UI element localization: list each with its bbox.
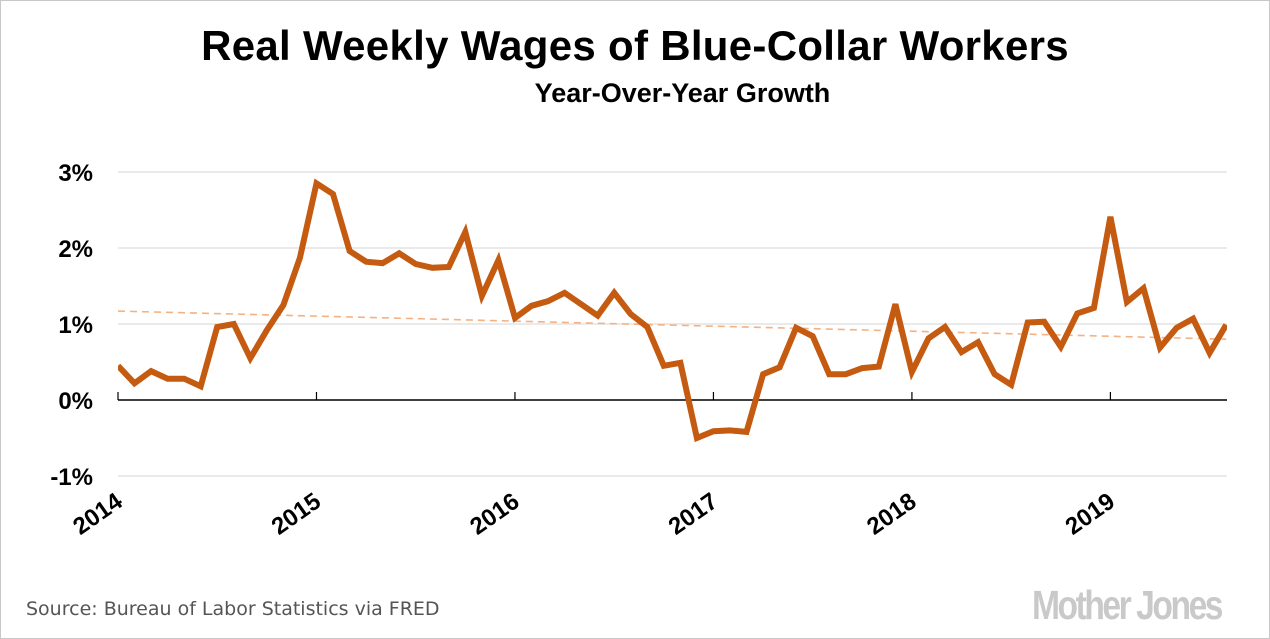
source-note: Source: Bureau of Labor Statistics via F… [26, 598, 440, 620]
chart-title: Real Weekly Wages of Blue-Collar Workers [201, 22, 1069, 69]
y-tick-label: 1% [58, 312, 93, 339]
x-tick-label: 2014 [68, 487, 128, 540]
x-axis: 2014 2015 2016 2017 2018 2019 [68, 392, 1227, 541]
wage-growth-line [118, 178, 1227, 443]
mother-jones-logo: Mother Jones [1032, 582, 1224, 628]
y-tick-label: 0% [58, 388, 93, 415]
y-axis-ticks: 3% 2% 1% 0% -1% [50, 160, 93, 491]
x-tick-label: 2017 [664, 488, 723, 541]
x-tick-label: 2016 [465, 488, 524, 541]
gridlines [118, 171, 1227, 477]
x-tick-label: 2019 [1061, 488, 1120, 541]
x-tick-label: 2018 [862, 488, 921, 541]
y-tick-label: -1% [50, 464, 93, 491]
trend-line [117, 310, 1227, 340]
x-tick-label: 2015 [267, 488, 326, 541]
y-tick-label: 3% [58, 160, 93, 187]
series-group [117, 178, 1227, 443]
chart-subtitle: Year-Over-Year Growth [534, 78, 831, 108]
y-tick-label: 2% [58, 236, 93, 263]
